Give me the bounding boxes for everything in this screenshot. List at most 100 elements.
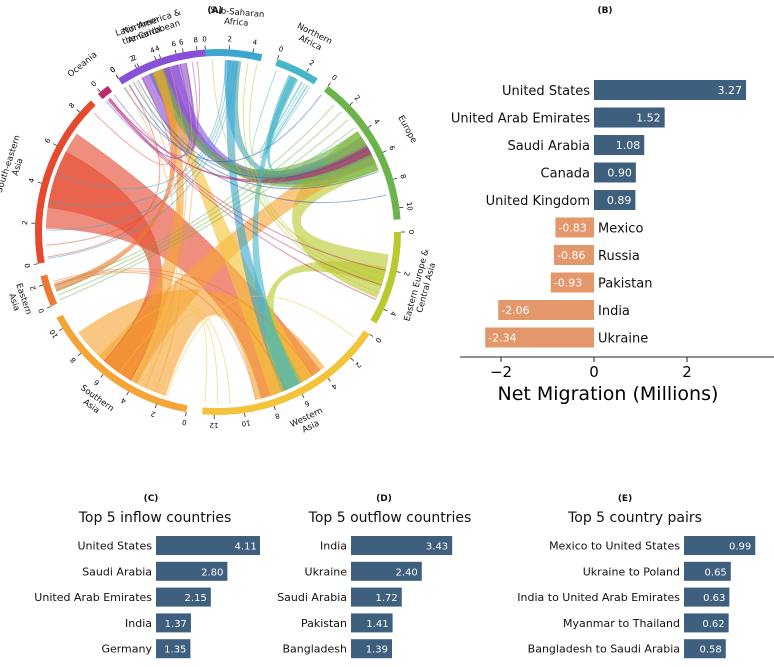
axis-tick: [33, 263, 38, 265]
tick-label: 2: [150, 409, 157, 418]
bar: [351, 587, 402, 607]
bar-category: India: [125, 617, 152, 630]
region-arc: [275, 58, 318, 85]
tick-label: 0: [373, 336, 382, 344]
chord-line: [107, 64, 191, 159]
tick-label: 6: [92, 377, 101, 386]
outflow-chart: 3.43 India 2.40 Ukraine 1.72 Saudi Arabia 1.41…: [277, 536, 453, 659]
net-bar: [594, 190, 636, 210]
bar: [156, 536, 260, 555]
region-label: Eastern Europe &Central Asia: [403, 248, 440, 325]
tick-label: 2: [29, 285, 38, 292]
tick-label: 2: [227, 35, 232, 43]
bar-category: Bangladesh to Saudi Arabia: [528, 643, 680, 656]
chord-line: [134, 63, 194, 384]
axis-tick: [58, 328, 63, 332]
bar: [351, 639, 393, 659]
net-bar-value: -2.34: [488, 332, 516, 345]
region-arc: [323, 85, 401, 220]
bar-category: Bangladesh: [283, 643, 348, 656]
tick-label: 2: [402, 271, 411, 277]
net-bar-value: 1.08: [616, 139, 641, 152]
tick-label: 0: [277, 45, 284, 54]
chord-line: [125, 66, 187, 378]
tick-label: 4: [149, 46, 156, 55]
x-axis-label: Net Migration (Millions): [497, 383, 718, 405]
region-arc: [202, 330, 370, 415]
net-bar-category: United Arab Emirates: [451, 112, 590, 127]
net-bar: [594, 80, 747, 100]
chord-line: [53, 268, 314, 376]
bar: [684, 561, 731, 581]
tick-label: 4: [119, 396, 127, 405]
axis-tick: [158, 54, 161, 59]
chord-line: [55, 111, 342, 291]
chord-line: [132, 82, 380, 190]
bar: [156, 561, 228, 581]
tick-label: 4: [252, 38, 258, 47]
chord-ribbons: [45, 59, 389, 405]
net-bar-value: -0.93: [554, 277, 582, 290]
bar-value: 1.37: [165, 619, 187, 630]
chord-line: [123, 87, 322, 163]
axis-tick: [252, 48, 255, 53]
chord-line: [57, 119, 349, 296]
axis-tick: [185, 412, 187, 417]
bar: [684, 639, 726, 659]
tick-label: 0: [90, 80, 99, 89]
tick-label: 0: [202, 35, 207, 43]
tick-label: 6: [171, 40, 178, 49]
region-arc: [205, 49, 263, 62]
region-arc: [370, 232, 401, 324]
axis-tick: [244, 413, 246, 418]
bar-value: 2.80: [201, 567, 223, 578]
tick-label: 6: [178, 38, 184, 47]
chord-line: [53, 270, 286, 391]
net-bar-category: India: [598, 304, 630, 319]
axis-tick: [136, 63, 140, 68]
pairs-chart-title: Top 5 country pairs: [568, 510, 702, 526]
axis-tick: [154, 55, 157, 60]
panel-label-b: (B): [597, 6, 613, 16]
bar-value: 4.11: [235, 542, 257, 553]
axis-tick: [273, 406, 276, 411]
chord-line: [249, 64, 384, 282]
net-bar: [498, 300, 594, 320]
bar-category: United States: [78, 540, 153, 553]
net-bar-value: 0.89: [607, 194, 632, 207]
tick-label: 8: [274, 411, 281, 420]
chord-line: [236, 61, 380, 294]
tick-label: 2: [128, 55, 136, 64]
tick-label: 4: [329, 382, 338, 391]
axis-tick: [306, 68, 310, 73]
net-bar: [594, 135, 645, 155]
net-bar-value: 3.27: [718, 84, 743, 97]
panel-label-d: (D): [376, 494, 392, 504]
chord-line: [141, 312, 208, 404]
tick-label: 0: [37, 307, 46, 314]
net-migration-chart: 3.27 United States 1.52 United Arab Emirate…: [451, 80, 774, 405]
tick-label: 4: [372, 118, 381, 127]
net-bar-value: -2.06: [501, 304, 529, 317]
bar-value: 2.40: [396, 567, 418, 578]
chord-line: [259, 78, 311, 158]
tick-label: 6: [43, 137, 52, 145]
x-tick-label: 2: [682, 363, 692, 381]
bar-category: United Arab Emirates: [34, 591, 152, 604]
bar-value: 0.99: [729, 542, 751, 553]
tick-label: 2: [131, 53, 138, 62]
bar: [156, 587, 211, 607]
axis-tick: [382, 150, 387, 153]
tick-label: 0: [109, 66, 117, 75]
axis-tick: [349, 101, 353, 106]
tick-label: 2: [353, 361, 362, 370]
chord-line: [46, 60, 235, 231]
region-arc: [35, 100, 96, 264]
axis-tick: [47, 306, 51, 309]
tick-label: 8: [68, 101, 77, 110]
axis-tick: [115, 74, 119, 79]
axis-tick: [301, 394, 305, 399]
